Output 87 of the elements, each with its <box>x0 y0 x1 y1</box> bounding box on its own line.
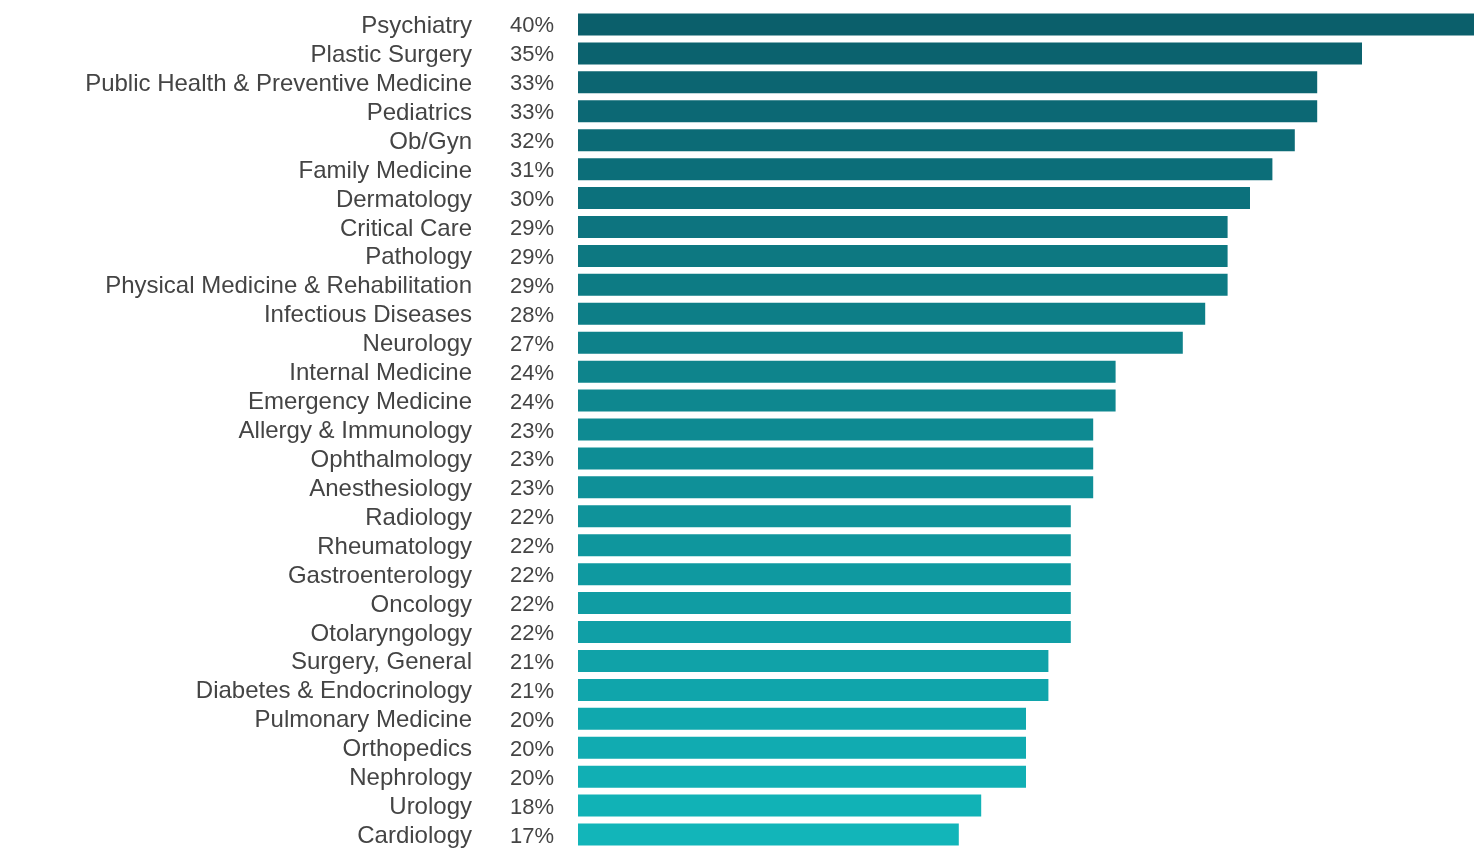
data-label: 23% <box>509 475 554 501</box>
y-tick-label: Surgery, General <box>291 647 472 675</box>
data-label: 22% <box>509 591 554 617</box>
data-label: 31% <box>509 157 554 183</box>
bar <box>578 505 1071 528</box>
data-label: 22% <box>509 620 554 646</box>
data-label: 24% <box>509 388 554 414</box>
data-label: 29% <box>509 272 554 298</box>
data-label: 20% <box>509 735 554 761</box>
y-tick-label: Ob/Gyn <box>389 126 472 154</box>
bar <box>578 273 1228 296</box>
data-label: 21% <box>509 648 554 674</box>
data-label: 17% <box>509 822 554 848</box>
bar <box>578 215 1228 238</box>
data-label: 22% <box>509 533 554 559</box>
y-tick-label: Critical Care <box>339 213 472 241</box>
bar <box>578 187 1250 210</box>
y-tick-label: Oncology <box>370 589 472 617</box>
y-tick-label: Gastroenterology <box>287 560 472 588</box>
bar <box>578 794 982 817</box>
data-label: 21% <box>509 677 554 703</box>
data-label: 22% <box>509 562 554 588</box>
y-tick-label: Pathology <box>365 242 472 270</box>
data-label: 33% <box>509 70 554 96</box>
bar <box>578 765 1026 788</box>
data-label: 32% <box>509 128 554 154</box>
bar <box>578 823 959 846</box>
data-label: 22% <box>509 504 554 530</box>
bar <box>578 649 1049 672</box>
bar <box>578 129 1295 152</box>
y-tick-label: Psychiatry <box>361 10 472 38</box>
data-label: 33% <box>509 99 554 125</box>
bar <box>578 563 1071 586</box>
bar <box>578 592 1071 615</box>
data-label: 18% <box>509 793 554 819</box>
y-tick-label: Ophthalmology <box>310 444 472 472</box>
data-label: 24% <box>509 359 554 385</box>
bar <box>578 100 1318 123</box>
bar <box>578 418 1094 441</box>
bar <box>578 534 1071 557</box>
y-tick-label: Pediatrics <box>366 97 472 125</box>
bar <box>578 71 1318 94</box>
y-tick-label: Neurology <box>362 329 472 357</box>
y-tick-label: Urology <box>389 792 472 820</box>
y-tick-label: Allergy & Immunology <box>238 416 472 444</box>
bar <box>578 360 1116 383</box>
y-tick-label: Family Medicine <box>298 155 472 183</box>
y-tick-label: Pulmonary Medicine <box>254 705 472 733</box>
bar <box>578 707 1026 730</box>
y-tick-label: Infectious Diseases <box>263 300 472 328</box>
data-label: 27% <box>509 330 554 356</box>
bar <box>578 476 1094 499</box>
bar <box>578 389 1116 412</box>
bar <box>578 331 1183 354</box>
bar <box>578 244 1228 267</box>
data-label: 23% <box>509 417 554 443</box>
y-tick-label: Rheumatology <box>317 531 472 559</box>
bar <box>578 158 1273 181</box>
data-label: 40% <box>509 12 554 38</box>
data-label: 23% <box>509 446 554 472</box>
data-label: 29% <box>509 214 554 240</box>
bar <box>578 42 1362 65</box>
bar <box>578 13 1474 36</box>
y-tick-label: Internal Medicine <box>289 358 472 386</box>
y-tick-label: Cardiology <box>357 821 472 849</box>
y-tick-label: Anesthesiology <box>309 473 472 501</box>
y-tick-label: Otolaryngology <box>310 618 472 646</box>
y-tick-label: Diabetes & Endocrinology <box>195 676 472 704</box>
data-label: 28% <box>509 301 554 327</box>
data-label: 35% <box>509 41 554 67</box>
y-tick-label: Emergency Medicine <box>247 387 472 415</box>
data-label: 30% <box>509 186 554 212</box>
y-tick-label: Plastic Surgery <box>310 39 472 67</box>
y-tick-label: Dermatology <box>335 184 472 212</box>
y-tick-label: Public Health & Preventive Medicine <box>85 68 472 96</box>
bar <box>578 447 1094 470</box>
bar <box>578 302 1206 325</box>
y-tick-label: Nephrology <box>349 763 472 791</box>
data-label: 29% <box>509 243 554 269</box>
data-label: 20% <box>509 764 554 790</box>
data-label: 20% <box>509 706 554 732</box>
y-tick-label: Orthopedics <box>342 734 472 762</box>
y-tick-label: Physical Medicine & Rehabilitation <box>105 271 472 299</box>
bar <box>578 678 1049 701</box>
bar <box>578 736 1026 759</box>
bar <box>578 621 1071 644</box>
y-tick-label: Radiology <box>365 502 472 530</box>
